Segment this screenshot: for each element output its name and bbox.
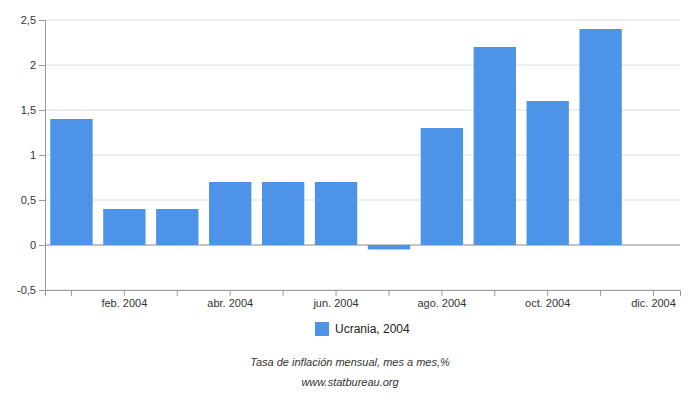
bar — [579, 29, 621, 245]
legend-swatch — [315, 322, 329, 336]
tick-mark — [283, 290, 284, 296]
grid — [45, 20, 680, 290]
tick: 0,5 — [21, 194, 45, 206]
tick-label: oct. 2004 — [525, 297, 570, 309]
bar — [527, 101, 569, 245]
tick-mark — [39, 110, 45, 111]
bar — [209, 182, 251, 245]
bar — [368, 245, 410, 250]
tick-mark — [388, 290, 389, 296]
tick: ago. 2004 — [417, 290, 466, 309]
source: www.statbureau.org — [301, 376, 399, 388]
tick: 2 — [30, 59, 45, 71]
tick: abr. 2004 — [207, 290, 253, 309]
tick-mark — [39, 65, 45, 66]
tick-label: abr. 2004 — [207, 297, 253, 309]
tick — [600, 290, 601, 296]
tick-label: 1,5 — [21, 104, 36, 116]
tick — [494, 290, 495, 296]
tick: jun. 2004 — [312, 290, 358, 309]
chart: -0,5 0 0,5 1 1,5 2 2,5 feb. 2004 abr. 2004 jun. 2… — [0, 0, 700, 400]
subtitle: Tasa de inflación mensual, mes a mes,% — [250, 356, 450, 368]
tick: 1,5 — [21, 104, 45, 116]
tick-mark — [547, 290, 548, 296]
axis-line — [46, 291, 681, 297]
legend: Ucrania, 2004 — [315, 322, 410, 336]
tick-mark — [177, 290, 178, 296]
tick-mark — [39, 245, 45, 246]
tick: 0 — [30, 239, 45, 251]
tick-label: 1 — [30, 149, 36, 161]
tick-mark — [441, 290, 442, 296]
tick-label: jun. 2004 — [312, 297, 358, 309]
tick-mark — [124, 290, 125, 296]
bar — [421, 128, 463, 245]
tick-label: -0,5 — [17, 284, 36, 296]
tick-mark — [39, 20, 45, 21]
bar — [103, 209, 145, 245]
tick-label: 0 — [30, 239, 36, 251]
bar — [315, 182, 357, 245]
tick-label: 2 — [30, 59, 36, 71]
tick — [71, 290, 72, 296]
tick: feb. 2004 — [101, 290, 147, 309]
tick-label: feb. 2004 — [101, 297, 147, 309]
bar — [156, 209, 198, 245]
plot: -0,5 0 0,5 1 1,5 2 2,5 feb. 2004 abr. 2004 jun. 2… — [17, 14, 680, 309]
tick: 1 — [30, 149, 45, 161]
x-axis: feb. 2004 abr. 2004 jun. 2004 ago. 2004 oct.… — [46, 290, 681, 309]
tick — [177, 290, 178, 296]
bars — [50, 29, 621, 250]
tick — [388, 290, 389, 296]
tick: 2,5 — [21, 14, 45, 26]
bar — [474, 47, 516, 245]
tick-mark — [653, 290, 654, 296]
tick-mark — [336, 290, 337, 296]
tick: dic. 2004 — [631, 290, 676, 309]
bar — [50, 119, 92, 245]
legend-label: Ucrania, 2004 — [335, 322, 410, 336]
tick-label: 0,5 — [21, 194, 36, 206]
grid-line — [45, 20, 680, 21]
tick: oct. 2004 — [525, 290, 570, 309]
tick — [283, 290, 284, 296]
tick-mark — [39, 155, 45, 156]
tick-label: ago. 2004 — [417, 297, 466, 309]
bar — [262, 182, 304, 245]
tick-mark — [230, 290, 231, 296]
tick-mark — [71, 290, 72, 296]
axis-line — [39, 21, 46, 291]
tick-mark — [39, 200, 45, 201]
y-axis: -0,5 0 0,5 1 1,5 2 2,5 — [17, 14, 45, 296]
legend-item: Ucrania, 2004 — [315, 322, 410, 336]
tick-label: dic. 2004 — [631, 297, 676, 309]
tick-mark — [494, 290, 495, 296]
tick-mark — [600, 290, 601, 296]
tick-mark — [39, 290, 45, 291]
tick: -0,5 — [17, 284, 45, 296]
tick-label: 2,5 — [21, 14, 36, 26]
